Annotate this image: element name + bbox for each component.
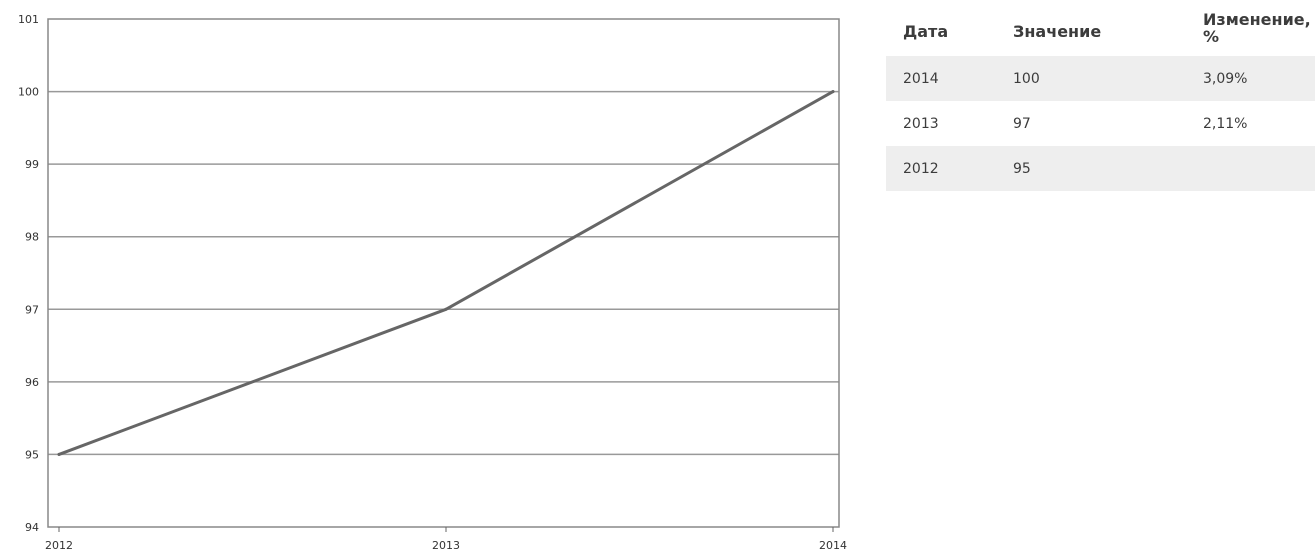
grid-lines xyxy=(48,90,839,456)
table-row: 2014 100 3,09% xyxy=(886,56,1315,101)
cell-date: 2012 xyxy=(886,146,996,191)
y-axis-tick-labels: 94 95 96 97 98 99 100 101 xyxy=(18,13,39,534)
series-layer xyxy=(57,90,835,456)
x-tick-label: 2014 xyxy=(819,539,847,552)
y-tick-label: 99 xyxy=(25,158,39,171)
header-change: Изменение, % xyxy=(1203,10,1311,46)
cell-change: 2,11% xyxy=(1203,115,1248,132)
y-tick-label: 96 xyxy=(25,376,39,389)
y-tick-label: 101 xyxy=(18,13,39,26)
header-date: Дата xyxy=(903,22,949,41)
x-tick-label: 2012 xyxy=(45,539,73,552)
line-chart: 94 95 96 97 98 99 100 101 2012 2013 2014 xyxy=(18,13,847,552)
table-header-row: Дата Значение Изменение, % xyxy=(886,8,1315,56)
table-row: 2012 95 xyxy=(886,146,1315,191)
data-point xyxy=(444,307,448,311)
data-table: Дата Значение Изменение, % 2014 100 3,09… xyxy=(886,8,1315,191)
y-tick-label: 100 xyxy=(18,86,39,99)
y-tick-label: 95 xyxy=(25,448,39,461)
chart-frame xyxy=(47,18,840,528)
y-tick-label: 97 xyxy=(25,303,39,316)
plot-frame xyxy=(47,18,840,528)
data-point xyxy=(57,452,61,456)
y-tick-label: 98 xyxy=(25,231,39,244)
cell-value: 97 xyxy=(1013,115,1031,132)
cell-value: 100 xyxy=(996,56,1191,101)
y-tick-label: 94 xyxy=(25,521,39,534)
cell-change: 3,09% xyxy=(1191,56,1315,101)
data-point xyxy=(831,90,835,94)
x-tick-label: 2013 xyxy=(432,539,460,552)
header-value: Значение xyxy=(1013,22,1102,41)
cell-change xyxy=(1191,146,1315,191)
cell-value: 95 xyxy=(996,146,1191,191)
cell-date: 2014 xyxy=(886,56,996,101)
table-row: 2013 97 2,11% xyxy=(886,101,1315,146)
cell-date: 2013 xyxy=(903,115,939,132)
x-axis-tick-labels: 2012 2013 2014 xyxy=(45,527,847,552)
series-line xyxy=(57,90,835,456)
